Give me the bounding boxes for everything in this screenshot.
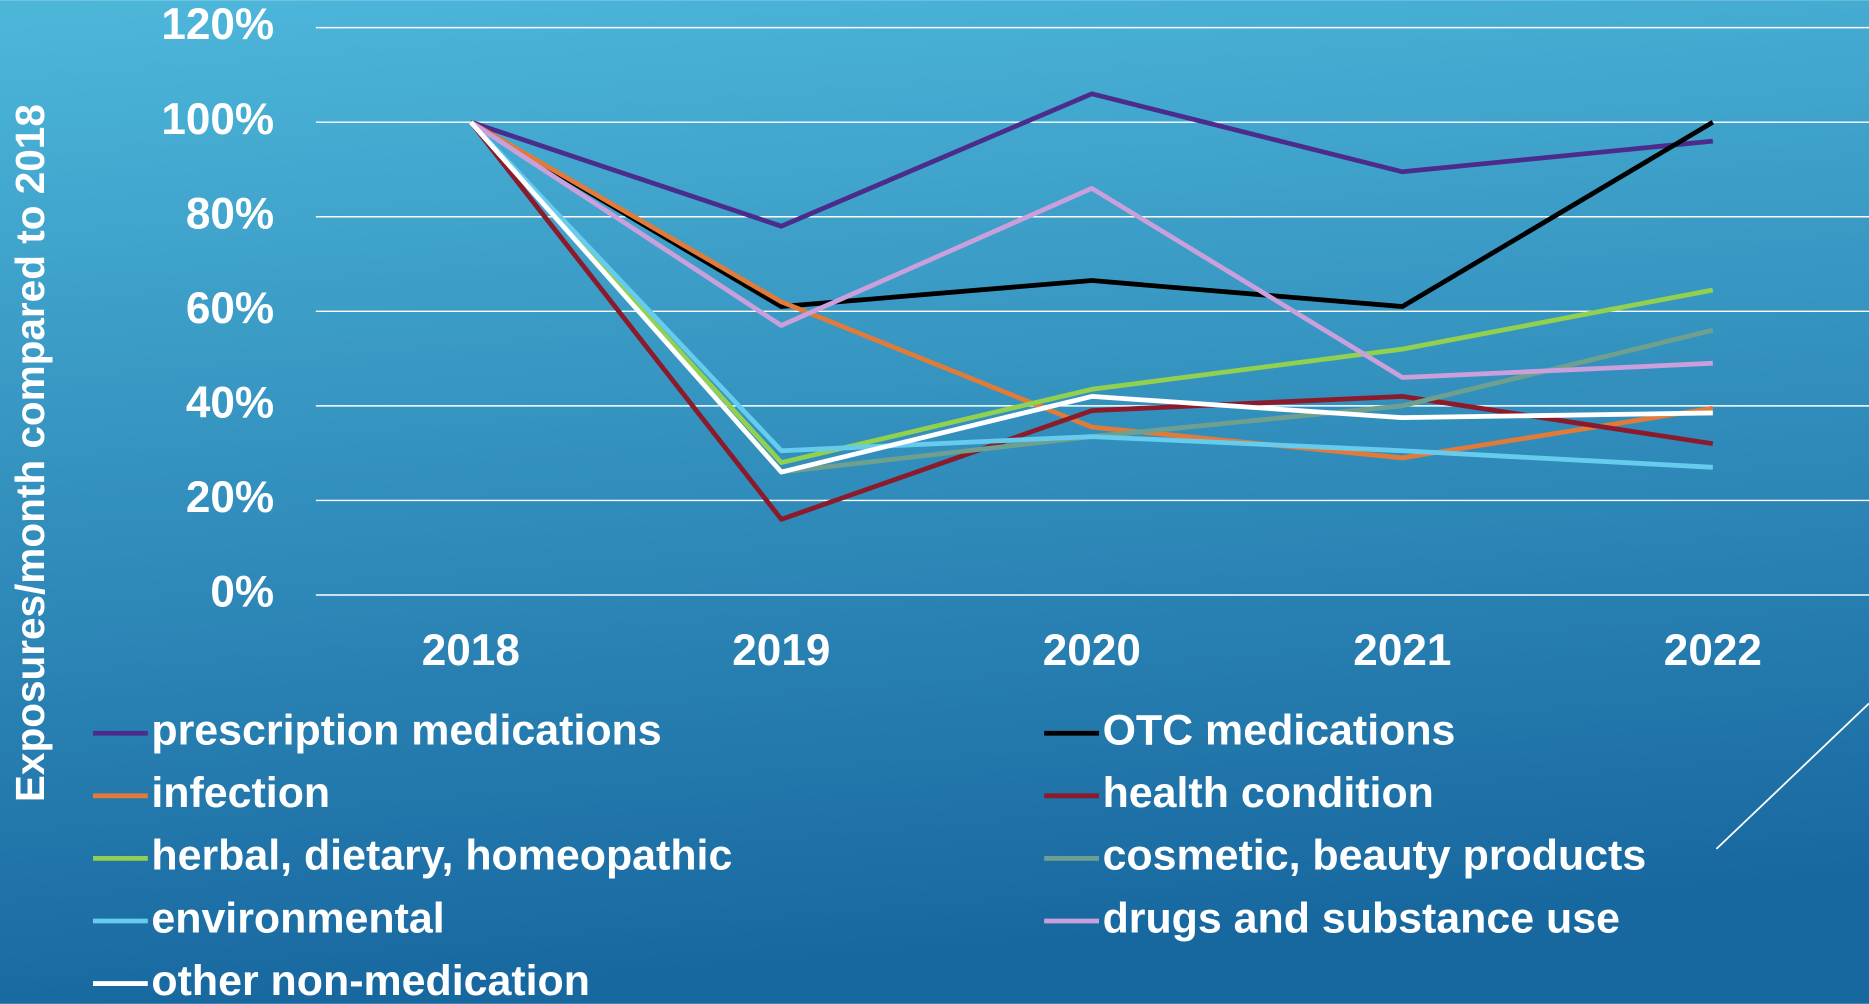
series-line — [469, 120, 1715, 309]
y-tick-label: 0% — [210, 568, 274, 617]
y-tick-label: 100% — [161, 95, 274, 144]
series-line — [469, 120, 1713, 475]
x-tick-label: 2022 — [1664, 626, 1762, 675]
legend-label: cosmetic, beauty products — [1103, 832, 1647, 880]
y-tick-label: 120% — [161, 0, 274, 49]
x-tick-label: 2020 — [1043, 626, 1141, 675]
series-line — [468, 120, 1714, 522]
legend-label: other non-medication — [151, 957, 590, 1004]
legend-label: herbal, dietary, homeopathic — [151, 832, 732, 880]
series-line — [469, 120, 1713, 470]
y-tick-label: 40% — [186, 379, 274, 428]
series-line — [469, 120, 1713, 380]
series-line — [470, 91, 1714, 229]
legend-label: drugs and substance use — [1103, 894, 1620, 942]
series-line — [469, 120, 1714, 461]
legend-label: environmental — [151, 894, 444, 942]
x-tick-label: 2019 — [732, 626, 830, 675]
y-tick-label: 20% — [186, 473, 274, 522]
decoration-line — [1715, 702, 1869, 850]
y-tick-label: 80% — [186, 189, 274, 238]
legend-label: prescription medications — [151, 707, 661, 755]
legend-label: infection — [151, 769, 330, 817]
series-line — [469, 120, 1714, 465]
y-axis-title: Exposures/month compared to 2018 — [7, 104, 53, 802]
x-tick-label: 2021 — [1353, 626, 1451, 675]
legend-label: health condition — [1103, 769, 1434, 817]
legend-label: OTC medications — [1103, 707, 1456, 755]
x-tick-label: 2018 — [422, 626, 520, 675]
y-tick-label: 60% — [186, 284, 274, 333]
